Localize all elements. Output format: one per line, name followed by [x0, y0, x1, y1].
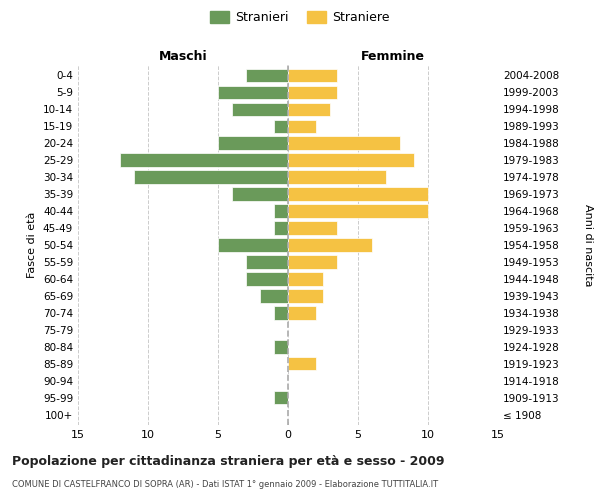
Bar	[218, 238, 288, 252]
Bar	[246, 68, 288, 82]
Bar	[288, 306, 316, 320]
Bar	[232, 188, 288, 200]
Text: Popolazione per cittadinanza straniera per età e sesso - 2009: Popolazione per cittadinanza straniera p…	[12, 455, 445, 468]
Bar	[274, 391, 288, 404]
Bar	[218, 86, 288, 99]
Text: Anni di nascita: Anni di nascita	[583, 204, 593, 286]
Bar	[134, 170, 288, 183]
Bar	[288, 154, 414, 166]
Bar	[288, 222, 337, 234]
Bar	[274, 120, 288, 133]
Bar	[288, 68, 337, 82]
Bar	[260, 290, 288, 302]
Bar	[218, 136, 288, 149]
Bar	[288, 272, 323, 285]
Bar	[232, 102, 288, 116]
Bar	[274, 222, 288, 234]
Text: Maschi: Maschi	[158, 50, 208, 64]
Bar	[288, 204, 428, 218]
Bar	[288, 238, 372, 252]
Bar	[120, 154, 288, 166]
Bar	[274, 340, 288, 353]
Bar	[288, 102, 330, 116]
Bar	[288, 357, 316, 370]
Bar	[288, 290, 323, 302]
Bar	[274, 306, 288, 320]
Bar	[288, 86, 337, 99]
Text: COMUNE DI CASTELFRANCO DI SOPRA (AR) - Dati ISTAT 1° gennaio 2009 - Elaborazione: COMUNE DI CASTELFRANCO DI SOPRA (AR) - D…	[12, 480, 438, 489]
Bar	[246, 272, 288, 285]
Legend: Stranieri, Straniere: Stranieri, Straniere	[205, 6, 395, 29]
Bar	[288, 120, 316, 133]
Bar	[288, 188, 428, 200]
Bar	[274, 204, 288, 218]
Bar	[288, 136, 400, 149]
Y-axis label: Fasce di età: Fasce di età	[28, 212, 37, 278]
Bar	[288, 170, 386, 183]
Bar	[246, 256, 288, 268]
Text: Femmine: Femmine	[361, 50, 425, 64]
Bar	[288, 256, 337, 268]
